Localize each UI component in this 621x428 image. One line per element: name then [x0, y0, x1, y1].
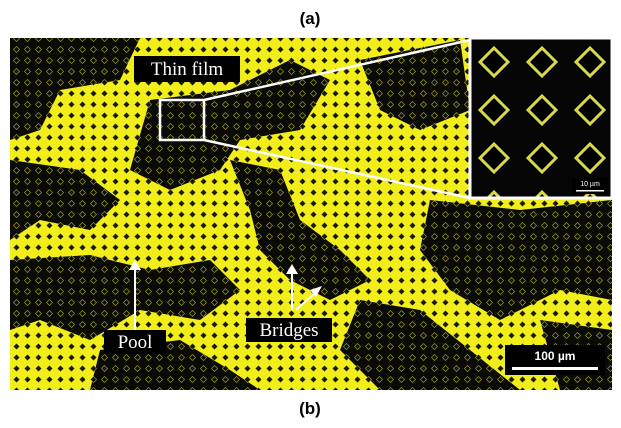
zoom-line — [203, 138, 471, 200]
label-box — [134, 56, 240, 82]
scale-bar — [512, 367, 598, 370]
scale-bar-label: 100 µm — [535, 349, 576, 363]
panel-label: (b) — [299, 399, 321, 418]
zoom-box — [158, 98, 206, 142]
label-box — [104, 330, 166, 354]
annotation: Pool — [118, 332, 153, 353]
arrowhead — [129, 260, 141, 270]
scale-bar — [576, 190, 604, 192]
micrograph — [10, 38, 612, 390]
zoom-line — [203, 38, 471, 102]
panel-label: (a) — [300, 9, 321, 28]
arrowhead — [310, 286, 322, 297]
arrowhead — [286, 264, 298, 274]
annotation: Thin film — [151, 59, 224, 80]
scale-bar-label: 10 µm — [580, 181, 600, 188]
label-box — [246, 318, 332, 342]
annotation: Bridges — [259, 320, 318, 341]
arrow — [295, 291, 317, 311]
